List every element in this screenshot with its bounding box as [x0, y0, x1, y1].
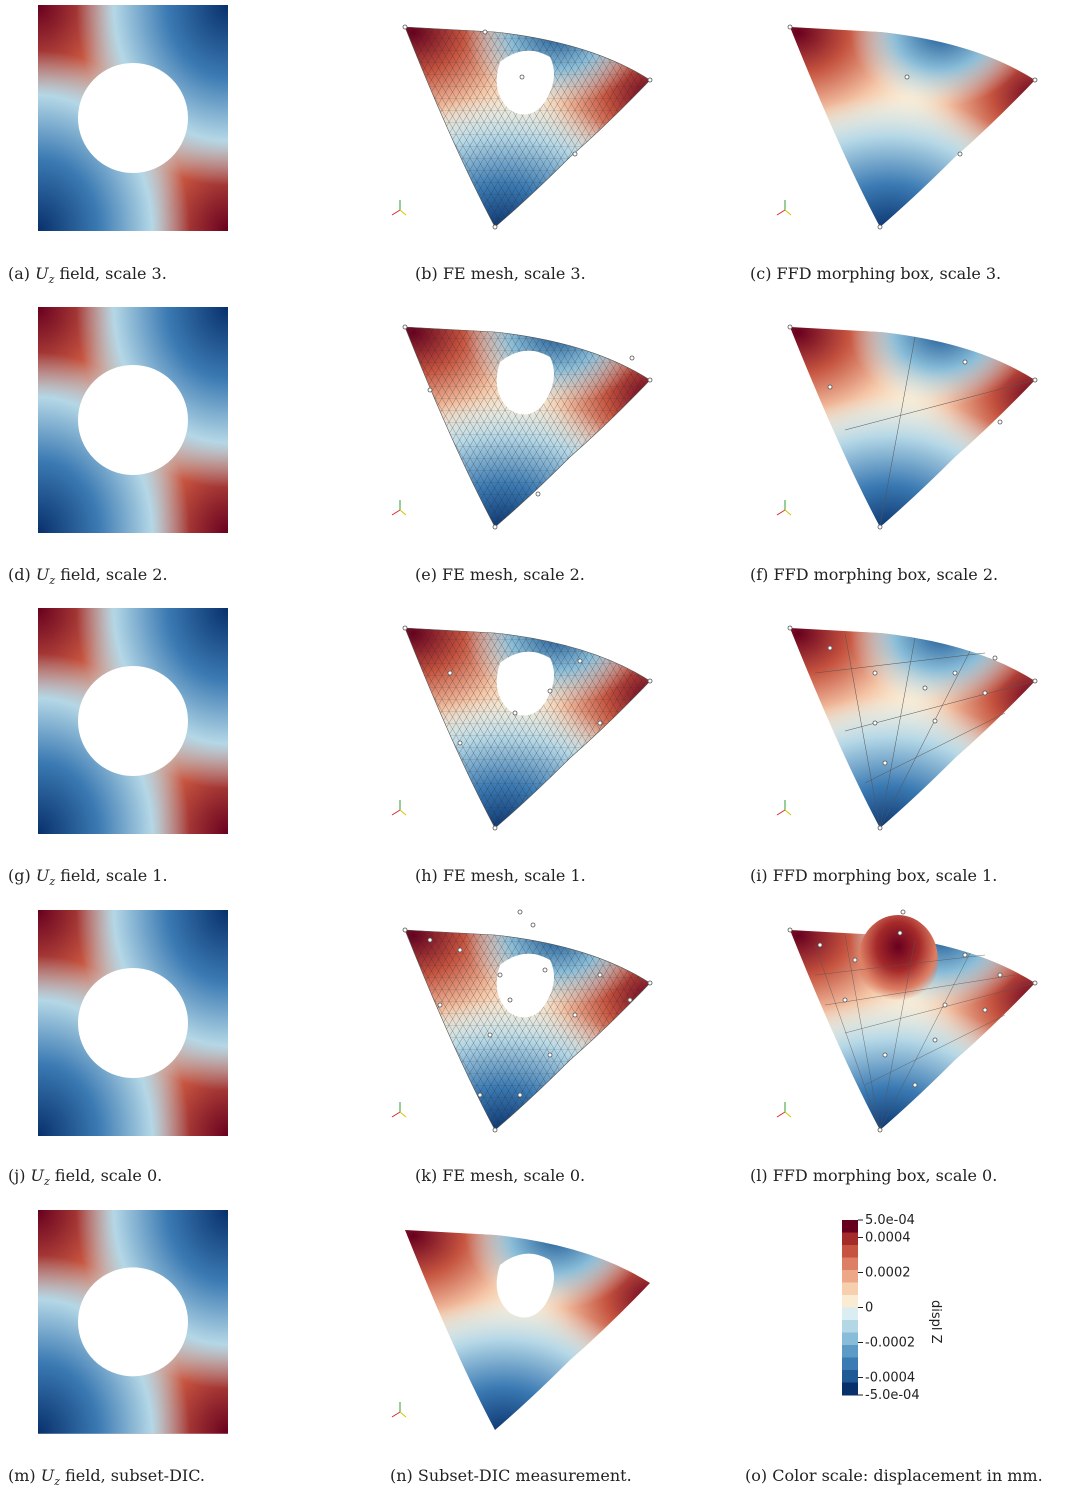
uz-field-scale-2	[38, 307, 228, 533]
colorbar-band	[842, 1232, 858, 1246]
uz-field-scale-3	[38, 5, 228, 231]
colorbar-band	[842, 1332, 858, 1346]
colorbar-tick-label: 0.0002	[865, 1266, 911, 1281]
uz-field-scale-1	[38, 608, 228, 834]
colorbar-tick-label: -0.0004	[865, 1371, 915, 1386]
caption-j: (j) Uz field, scale 0.	[8, 1166, 163, 1189]
colorbar-band	[842, 1320, 858, 1333]
ffd-box-scale-3	[785, 22, 1045, 232]
axes-triad-h	[391, 800, 407, 816]
axes-triad-k	[391, 1102, 407, 1118]
caption-m: (m) Uz field, subset-DIC.	[8, 1466, 205, 1489]
fe-mesh-scale-0	[400, 909, 660, 1135]
colorbar-band	[842, 1282, 858, 1296]
caption-d: (d) Uz field, scale 2.	[8, 565, 168, 588]
ffd-box-scale-1	[785, 623, 1045, 833]
colorbar-band	[842, 1370, 858, 1383]
caption-g: (g) Uz field, scale 1.	[8, 866, 168, 889]
colorbar-band	[842, 1270, 858, 1283]
colorbar-tick-label: 0.0004	[865, 1231, 911, 1246]
colorbar-tick-label: -0.0002	[865, 1336, 915, 1351]
axes-triad-e	[391, 500, 407, 516]
colorbar-tick-label: 0	[865, 1301, 873, 1316]
caption-a: (a) Uz field, scale 3.	[8, 264, 167, 287]
caption-f: (f) FFD morphing box, scale 2.	[750, 565, 999, 584]
caption-b: (b) FE mesh, scale 3.	[415, 264, 586, 283]
fe-mesh-scale-2	[400, 322, 660, 532]
caption-i: (i) FFD morphing box, scale 1.	[750, 866, 998, 885]
colorbar-band	[842, 1307, 858, 1321]
caption-l: (l) FFD morphing box, scale 0.	[750, 1166, 998, 1185]
colorbar-tick-label: -5.0e-04	[865, 1388, 920, 1403]
colorbar-tick-label: 5.0e-04	[865, 1213, 915, 1228]
axes-triad-l	[776, 1102, 792, 1118]
caption-c: (c) FFD morphing box, scale 3.	[750, 264, 1002, 283]
caption-h: (h) FE mesh, scale 1.	[415, 866, 586, 885]
axes-triad-n	[391, 1402, 407, 1418]
ffd-box-scale-2	[785, 322, 1045, 532]
colorbar-band	[842, 1220, 858, 1233]
caption-n: (n) Subset-DIC measurement.	[390, 1466, 632, 1485]
ffd-box-scale-0	[785, 909, 1045, 1135]
axes-triad-c	[776, 200, 792, 216]
uz-field-subset-dic	[38, 1210, 228, 1434]
subset-dic-measurement	[400, 1225, 660, 1435]
fe-mesh-scale-1	[400, 623, 660, 833]
colorbar-bands	[842, 1220, 858, 1396]
colorbar-band	[842, 1345, 858, 1358]
colorbar-band	[842, 1245, 858, 1258]
colorbar-title: displ Z	[928, 1300, 943, 1344]
colorbar-band	[842, 1357, 858, 1371]
axes-triad-f	[776, 500, 792, 516]
colorbar-ticks: 5.0e-04 0.0004 0.0002 0 -0.0002 -0.0004 -5.0e-…	[858, 1213, 920, 1403]
uz-field-scale-0	[38, 910, 228, 1136]
colorbar-band	[842, 1257, 858, 1271]
axes-triad-i	[776, 800, 792, 816]
fe-mesh-scale-3	[400, 22, 660, 232]
axes-triad-b	[391, 200, 407, 216]
caption-o: (o) Color scale: displacement in mm.	[745, 1466, 1043, 1485]
colorbar-band	[842, 1382, 858, 1396]
caption-e: (e) FE mesh, scale 2.	[415, 565, 585, 584]
caption-k: (k) FE mesh, scale 0.	[415, 1166, 586, 1185]
colorbar-band	[842, 1295, 858, 1308]
colorbar: 5.0e-04 0.0004 0.0002 0 -0.0002 -0.0004 -5.0e-…	[842, 1213, 943, 1403]
